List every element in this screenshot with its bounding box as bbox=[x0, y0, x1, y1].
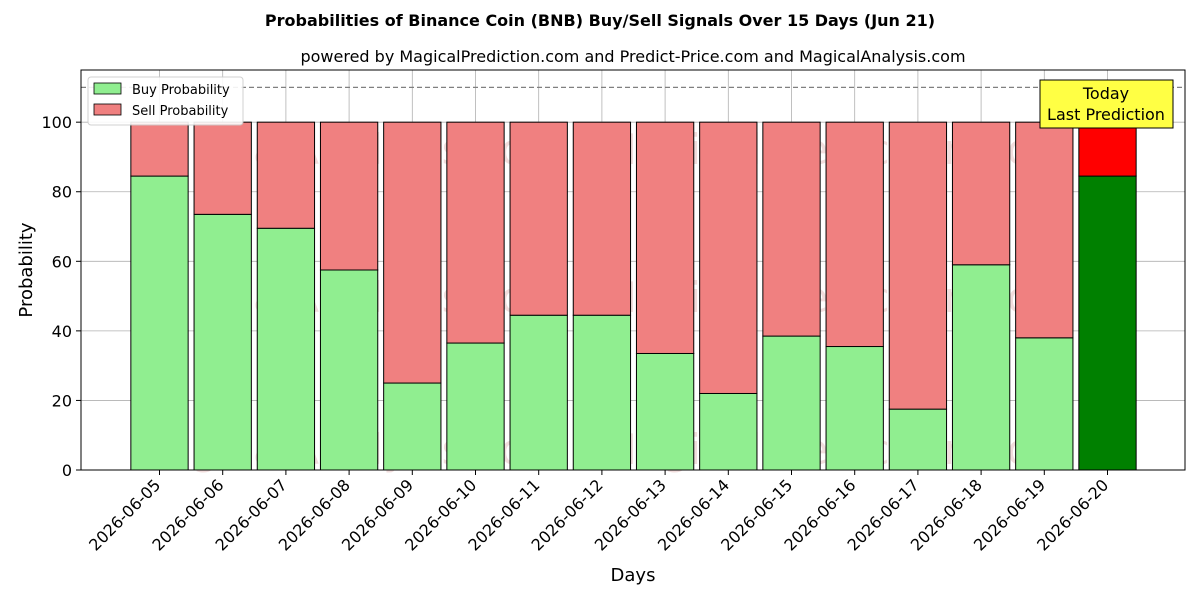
bar-sell bbox=[1078, 121, 1137, 177]
bar-sell bbox=[256, 121, 316, 229]
bar-sell bbox=[383, 121, 442, 384]
bar-buy bbox=[762, 335, 821, 471]
y-tick-label: 100 bbox=[41, 113, 72, 132]
bar-buy bbox=[635, 352, 695, 471]
bar-sell bbox=[319, 121, 379, 271]
bar-buy bbox=[130, 175, 189, 471]
today-annotation: Today Last Prediction bbox=[1039, 79, 1174, 129]
bar-buy bbox=[446, 342, 505, 471]
bar-sell bbox=[699, 121, 758, 394]
bar-buy bbox=[256, 227, 316, 471]
bar-sell bbox=[951, 121, 1011, 266]
y-tick-label: 0 bbox=[62, 461, 72, 480]
annotation-line: Last Prediction bbox=[1047, 105, 1165, 124]
legend-label: Sell Probability bbox=[132, 104, 229, 119]
bar-buy bbox=[888, 408, 948, 471]
legend-swatch bbox=[93, 82, 122, 95]
bar-buy bbox=[1015, 337, 1074, 471]
legend-box bbox=[87, 76, 244, 126]
y-tick-label: 80 bbox=[52, 183, 72, 202]
bar-sell bbox=[1015, 121, 1074, 339]
bar-sell bbox=[193, 121, 252, 215]
bar-buy bbox=[572, 314, 632, 471]
plot-frame bbox=[80, 69, 1186, 471]
x-axis: 2026-06-052026-06-062026-06-072026-06-08… bbox=[85, 470, 1112, 555]
y-tick-label: 60 bbox=[52, 252, 72, 271]
bars bbox=[130, 121, 1137, 471]
bar-sell bbox=[825, 121, 884, 348]
bar-sell bbox=[888, 121, 948, 410]
bar-buy bbox=[383, 382, 442, 471]
bar-buy bbox=[1078, 175, 1137, 471]
bar-sell bbox=[635, 121, 695, 354]
legend-label: Buy Probability bbox=[132, 83, 230, 98]
x-axis-label: Days bbox=[611, 565, 656, 586]
bar-sell bbox=[762, 121, 821, 337]
legend-swatch bbox=[93, 103, 122, 116]
legend: Buy Probability Sell Probability bbox=[87, 76, 244, 126]
bar-buy bbox=[193, 213, 252, 471]
chart-title: Probabilities of Binance Coin (BNB) Buy/… bbox=[265, 11, 935, 30]
y-axis-label: Probability bbox=[16, 222, 37, 317]
y-tick-label: 20 bbox=[52, 391, 72, 410]
bar-buy bbox=[319, 269, 379, 471]
bar-sell bbox=[572, 121, 632, 316]
y-axis: 0 20 40 60 80 100 bbox=[41, 113, 81, 480]
bar-buy bbox=[951, 264, 1011, 471]
y-tick-label: 40 bbox=[52, 322, 72, 341]
bar-buy bbox=[699, 392, 758, 471]
annotation-box bbox=[1039, 79, 1174, 129]
bar-buy bbox=[509, 314, 568, 471]
annotation-line: Today bbox=[1082, 84, 1129, 103]
bar-sell bbox=[446, 121, 505, 344]
chart-subtitle: powered by MagicalPrediction.com and Pre… bbox=[300, 47, 965, 66]
bar-sell bbox=[509, 121, 568, 316]
bar-sell bbox=[130, 121, 189, 177]
bar-buy bbox=[825, 346, 884, 471]
